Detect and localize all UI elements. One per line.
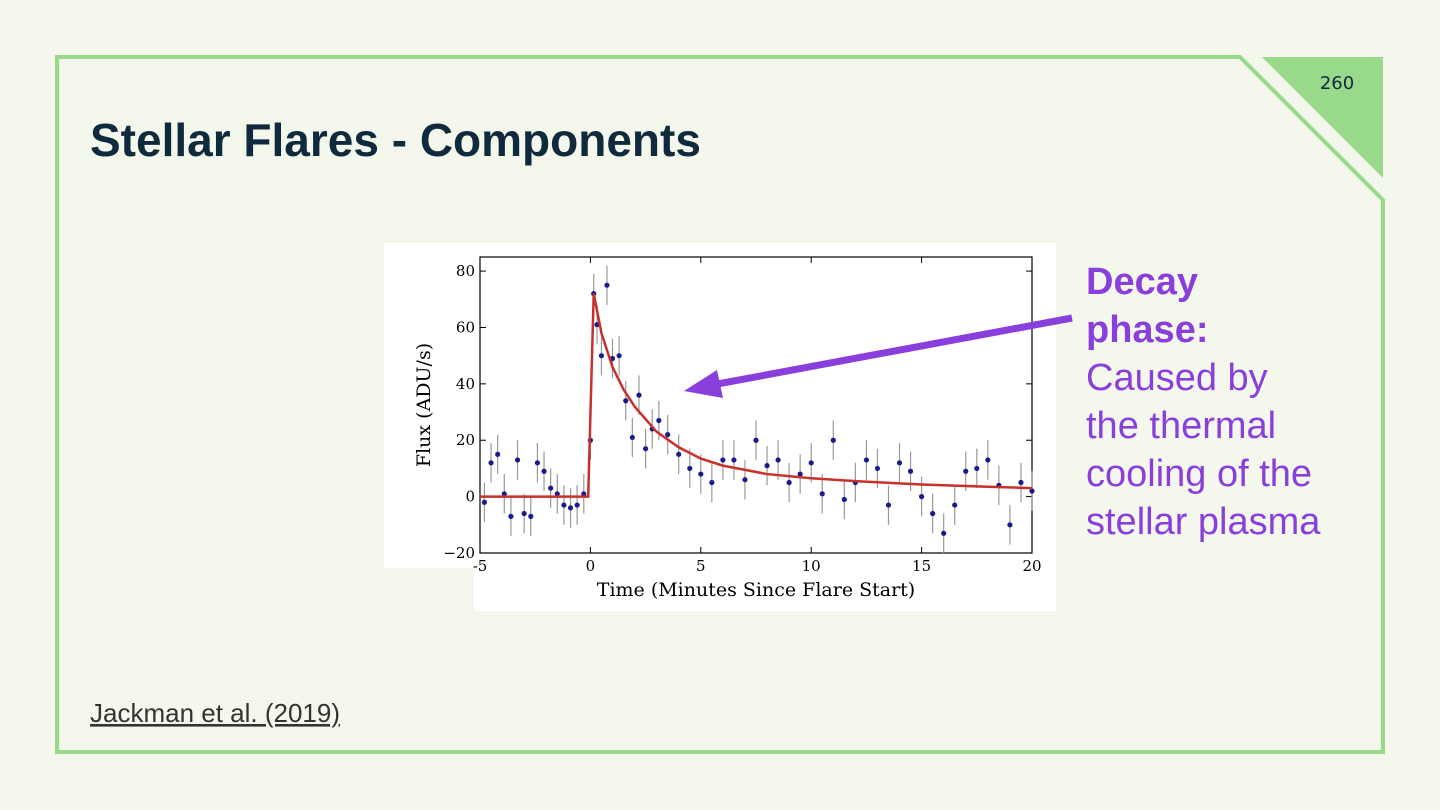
data-point (567, 505, 574, 511)
data-point (1018, 479, 1024, 486)
data-point (775, 457, 781, 463)
x-tick-label: 5 (696, 557, 706, 575)
data-point (521, 510, 527, 517)
data-point (534, 460, 541, 466)
data-point (985, 457, 991, 463)
data-point (554, 491, 560, 497)
data-point (495, 451, 501, 457)
data-point (764, 463, 770, 469)
data-point (598, 353, 605, 359)
x-tick-label: 10 (802, 557, 821, 575)
data-point (709, 479, 715, 486)
data-point (687, 465, 693, 472)
data-point (616, 353, 622, 359)
chart: -5 0 5 10 15 20 −20 0 20 40 60 80 Time (Minutes Sinc… (413, 256, 1042, 601)
data-point (698, 471, 704, 477)
data-point (819, 491, 825, 497)
y-tick-label: 40 (456, 375, 475, 393)
data-point (656, 417, 662, 424)
data-point (508, 513, 514, 519)
slide-title: Stellar Flares - Components (90, 114, 701, 166)
slide-frame (55, 55, 1385, 754)
data-point (930, 510, 936, 517)
data-point (874, 465, 881, 472)
y-axis-label: Flux (ADU/s) (413, 343, 435, 467)
data-point (731, 457, 737, 463)
y-tick-label: 0 (465, 488, 475, 506)
x-tick-label: -5 (473, 557, 488, 575)
data-point (665, 432, 671, 438)
data-point (786, 479, 792, 486)
fit-line (480, 293, 1033, 498)
data-point (643, 446, 649, 452)
data-point (548, 485, 554, 491)
data-point (841, 496, 847, 503)
x-axis-label: Time (Minutes Since Flare Start) (597, 579, 915, 601)
data-point (808, 460, 814, 466)
data-point (742, 477, 748, 483)
callout-body: Caused by the thermal cooling of the ste… (1086, 357, 1321, 543)
data-point (907, 468, 914, 474)
x-tick-label: 15 (912, 557, 931, 575)
callout: Decay phase: Caused by the thermal cooli… (1086, 258, 1326, 546)
data-point (974, 465, 980, 472)
corner-triangle (1262, 57, 1383, 178)
x-tick-label: 20 (1022, 557, 1041, 575)
data-point (623, 398, 629, 404)
data-point (952, 502, 958, 508)
data-point (528, 513, 534, 519)
data-point (885, 502, 892, 508)
data-point (830, 437, 836, 443)
callout-heading: Decay phase: (1086, 261, 1209, 351)
plot-frame (479, 256, 1033, 554)
data-point (561, 502, 567, 508)
data-point (488, 460, 494, 466)
data-point (941, 530, 947, 536)
data-point (1029, 488, 1035, 494)
data-point (863, 457, 870, 463)
y-tick-label: 20 (456, 431, 475, 449)
data-point (753, 437, 759, 443)
data-point (896, 460, 903, 466)
x-tick-label: 0 (586, 557, 596, 575)
y-tick-label: 60 (456, 318, 475, 336)
data-point (501, 491, 507, 497)
arrow (711, 314, 1073, 389)
data-point (919, 494, 925, 500)
page-number: 260 (1320, 73, 1354, 94)
citation[interactable]: Jackman et al. (2019) (90, 698, 340, 728)
data-point (514, 457, 521, 463)
data-point (541, 468, 547, 474)
data-point (720, 457, 726, 463)
data-point (636, 392, 642, 398)
data-point (581, 491, 587, 497)
data-point (1007, 522, 1013, 528)
data-point (797, 471, 803, 477)
data-point (676, 451, 682, 457)
data-point (574, 502, 580, 508)
y-tick-label: 80 (456, 262, 475, 280)
chart-image (474, 560, 1056, 611)
arrow-head (684, 370, 723, 398)
data-point (604, 282, 610, 288)
y-tick-label: −20 (443, 544, 475, 562)
data-point (481, 499, 488, 505)
data-point (629, 434, 635, 441)
data-point (963, 468, 969, 474)
